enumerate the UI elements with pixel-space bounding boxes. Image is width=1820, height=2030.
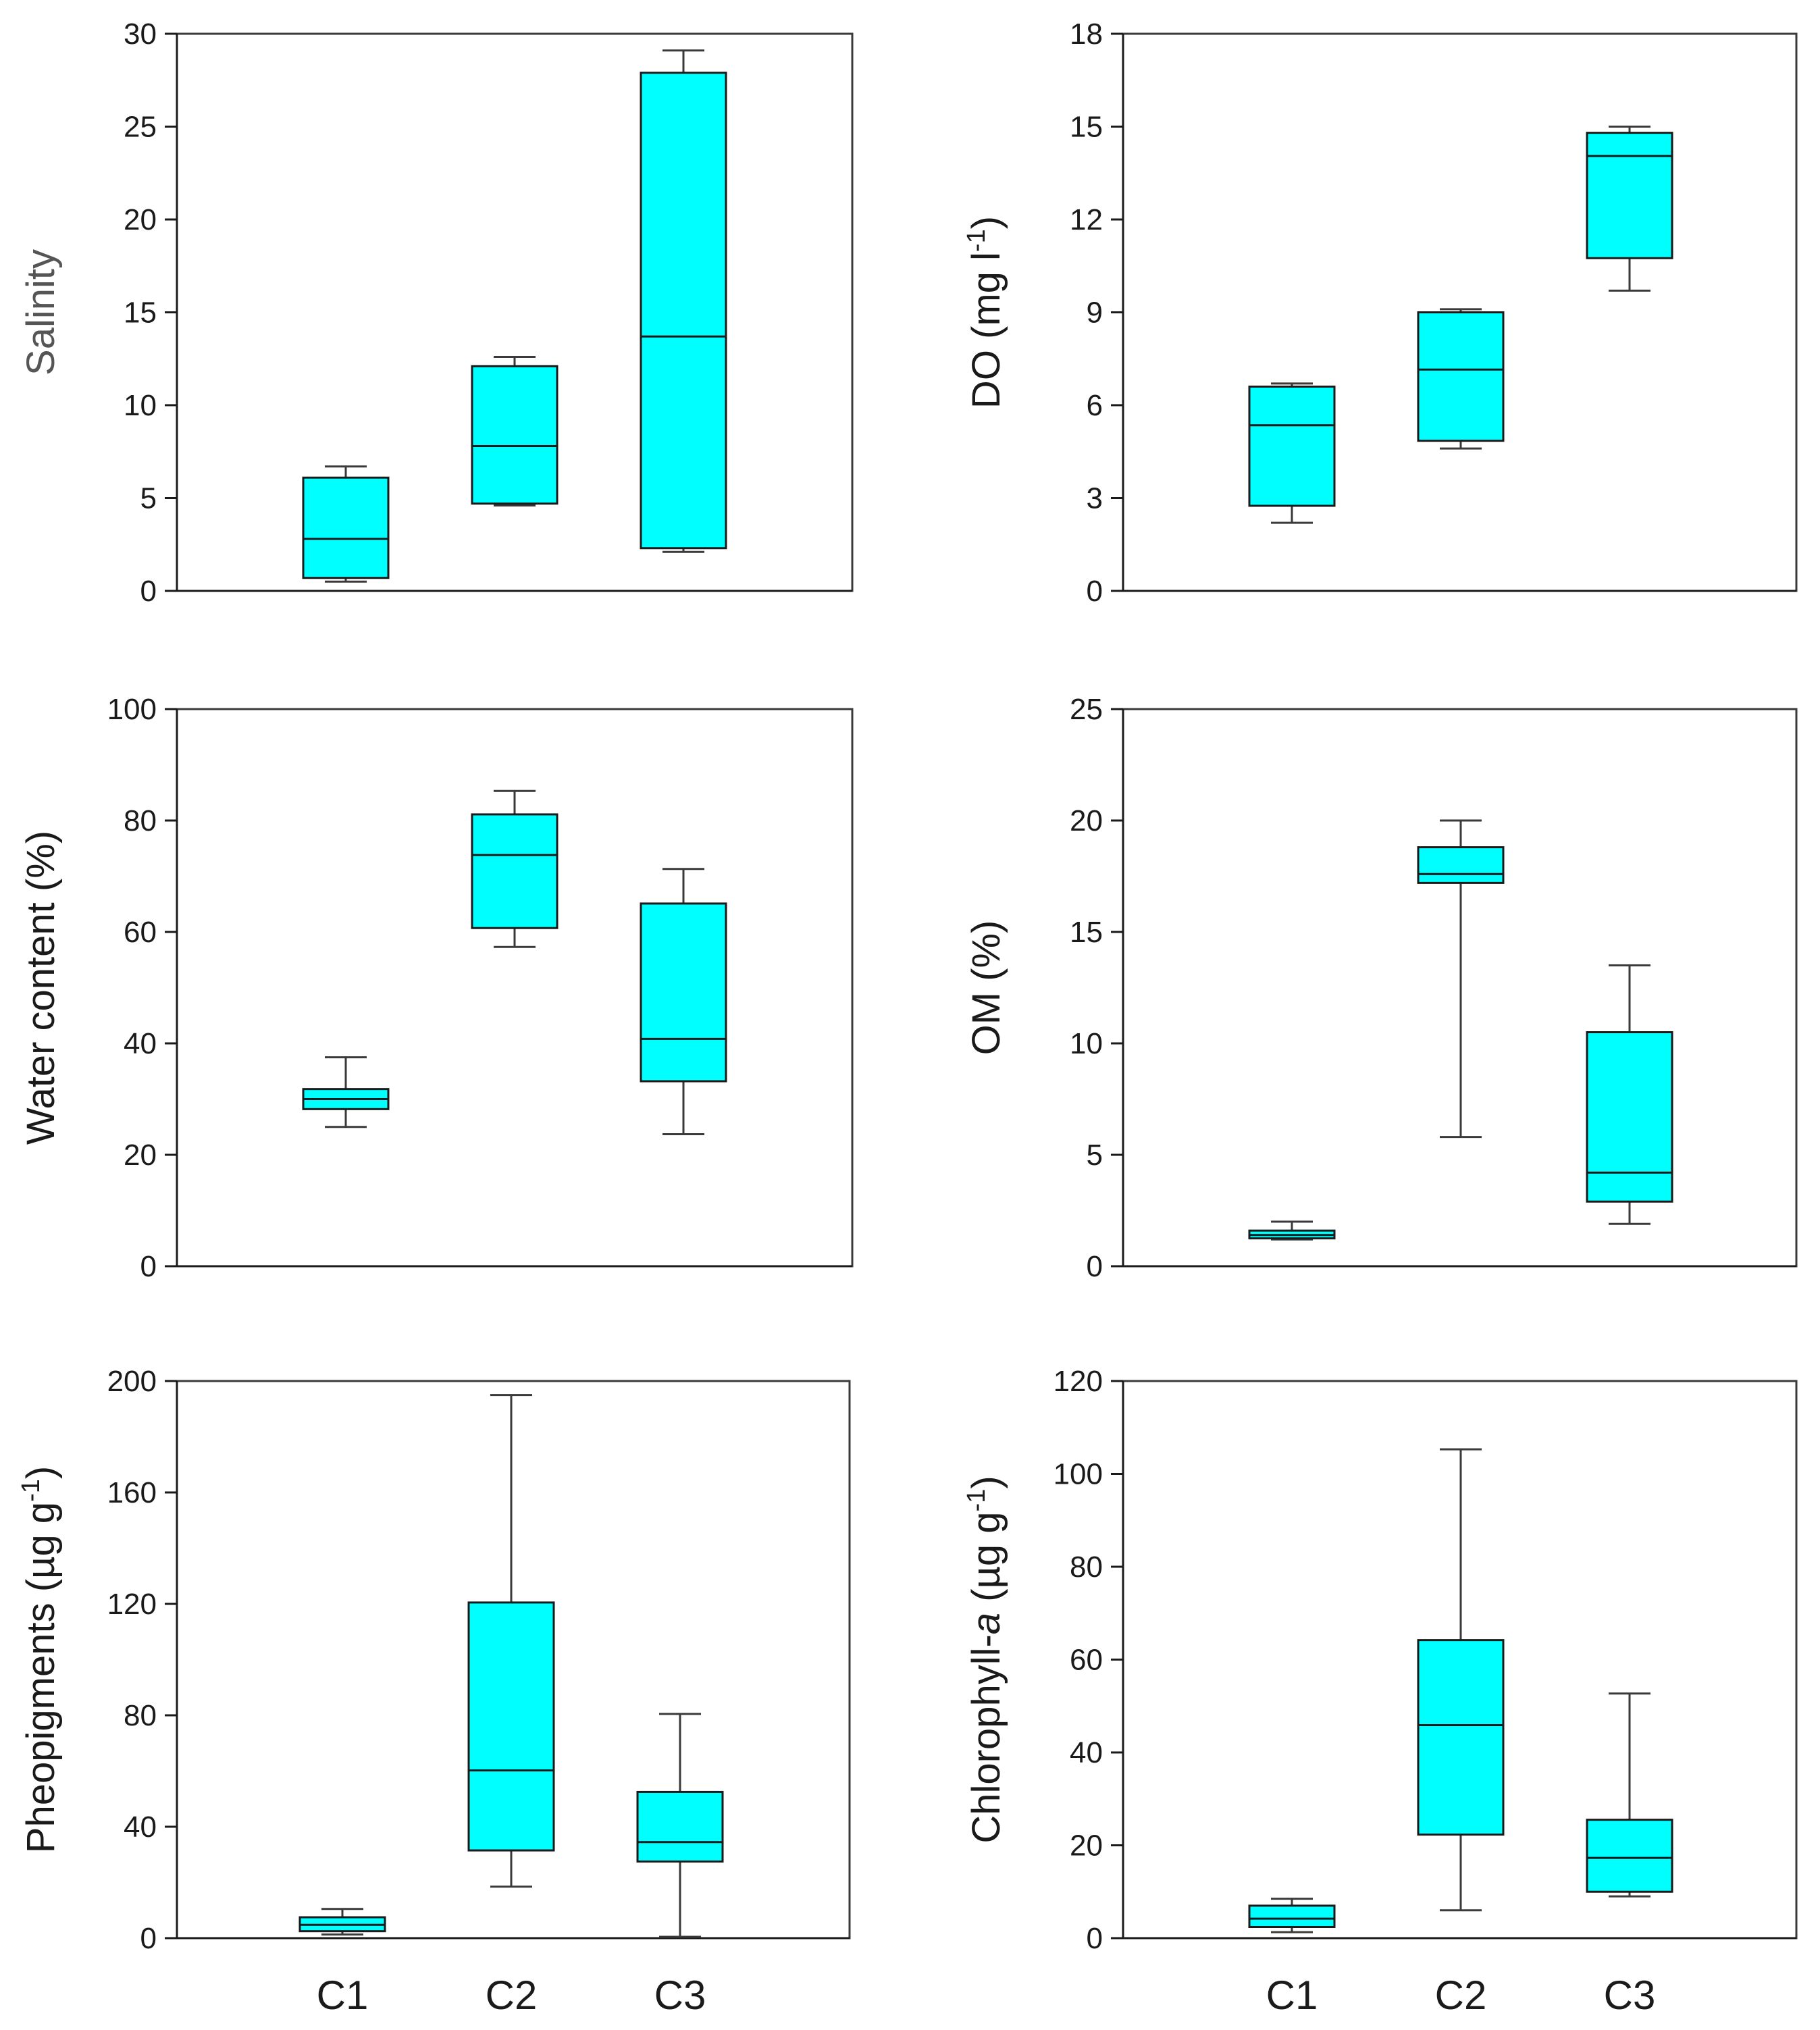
iqr-box [1417, 846, 1505, 884]
y-axis-label: OM (%) [964, 920, 1008, 1056]
y-tick-label: 15 [1070, 111, 1103, 144]
x-category-label-C3: C3 [1604, 1973, 1656, 2018]
y-tick-label: 60 [1070, 1644, 1103, 1677]
panel-middle-right: 0 5 10 15 20 25 OM (%) [964, 693, 1798, 1283]
y-tick-label: 5 [1087, 1139, 1103, 1172]
box-C3 [640, 49, 727, 553]
iqr-box [1417, 311, 1505, 442]
iqr-box [1586, 1819, 1673, 1893]
y-tick-label: 40 [124, 1811, 157, 1844]
panel-top-left: 0 5 10 15 20 25 30 Salinity [19, 18, 854, 608]
y-tick-label: 10 [124, 389, 157, 422]
y-tick-label: 0 [140, 1250, 157, 1283]
y-axis-label: DO (mg l-1) [962, 216, 1008, 409]
y-tick-label: 0 [1087, 1250, 1103, 1283]
y-tick-label: 20 [1070, 804, 1103, 837]
iqr-box [1586, 132, 1673, 259]
panel-middle-left: 0 20 40 60 80 100 Water content (%) [19, 693, 854, 1283]
y-tick-label: 0 [140, 1922, 157, 1955]
x-category-label-C1: C1 [317, 1973, 369, 2018]
y-tick-label: 12 [1070, 203, 1103, 236]
box-C3 [1586, 126, 1673, 292]
y-tick-label: 0 [1087, 1922, 1103, 1955]
y-tick-label: 20 [124, 203, 157, 236]
y-axis-label: Salinity [19, 249, 63, 375]
y-tick-label: 15 [1070, 916, 1103, 949]
box-C1 [302, 1056, 390, 1128]
y-tick-label: 25 [124, 111, 157, 144]
y-tick-label: 18 [1070, 18, 1103, 51]
box-C1 [1248, 382, 1336, 524]
box-C2 [471, 356, 558, 506]
box-C2 [1417, 819, 1505, 1139]
box-C1 [302, 465, 390, 583]
y-tick-label: 200 [107, 1365, 157, 1398]
y-tick-label: 3 [1087, 482, 1103, 515]
y-tick-label: 30 [124, 18, 157, 51]
y-tick-label: 10 [1070, 1027, 1103, 1060]
x-category-label-C2: C2 [1435, 1973, 1487, 2018]
plot-frame [176, 32, 854, 592]
box-C3 [1586, 1692, 1673, 1898]
iqr-box [640, 72, 727, 550]
box-C1 [1248, 1220, 1336, 1241]
y-axis-label: Pheopigments (µg g-1) [17, 1466, 63, 1853]
y-tick-label: 6 [1087, 389, 1103, 422]
plot-frame [176, 708, 854, 1268]
iqr-box [1248, 386, 1336, 507]
y-tick-label: 160 [107, 1476, 157, 1509]
iqr-box [471, 365, 558, 505]
y-axis-label: Water content (%) [19, 831, 63, 1145]
box-C3 [636, 1713, 724, 1938]
y-tick-label: 20 [124, 1139, 157, 1172]
y-tick-label: 9 [1087, 296, 1103, 330]
y-tick-label: 100 [107, 693, 157, 726]
iqr-box [1586, 1031, 1673, 1203]
box-C2 [1417, 308, 1505, 450]
y-tick-label: 5 [140, 482, 157, 515]
y-axis-label: Chlorophyll-a (µg g-1) [962, 1476, 1008, 1843]
box-C3 [640, 868, 727, 1135]
box-C1 [298, 1908, 386, 1936]
y-tick-label: 80 [124, 1699, 157, 1732]
iqr-box [636, 1790, 724, 1863]
y-tick-label: 100 [1054, 1458, 1103, 1491]
y-tick-label: 0 [140, 575, 157, 608]
iqr-box [467, 1601, 555, 1852]
x-category-label-C2: C2 [486, 1973, 538, 2018]
iqr-box [1417, 1639, 1505, 1836]
box-C2 [471, 789, 558, 948]
iqr-box [1248, 1904, 1336, 1928]
y-tick-label: 120 [107, 1588, 157, 1621]
y-tick-label: 120 [1054, 1365, 1103, 1398]
x-category-label-C3: C3 [654, 1973, 706, 2018]
y-tick-label: 40 [1070, 1736, 1103, 1769]
box-C1 [1248, 1898, 1336, 1933]
y-tick-label: 60 [124, 916, 157, 949]
panel-top-right: 0 3 6 9 12 15 18 DO (mg l-1) [962, 18, 1798, 608]
panel-bottom-right: 0 20 40 60 80 100 120 Chlorophyll-a (µg g-1) [962, 1365, 1798, 1955]
box-C2 [1417, 1448, 1505, 1912]
panel-bottom-left: 0 40 80 120 160 200 Pheopigments (µg g-1) [17, 1365, 851, 1955]
y-tick-label: 80 [124, 804, 157, 837]
iqr-box [471, 813, 558, 929]
box-C3 [1586, 964, 1673, 1225]
iqr-box [302, 476, 390, 579]
y-tick-label: 0 [1087, 575, 1103, 608]
y-tick-label: 40 [124, 1027, 157, 1060]
y-tick-label: 15 [124, 296, 157, 330]
x-category-label-C1: C1 [1266, 1973, 1318, 2018]
y-tick-label: 20 [1070, 1829, 1103, 1863]
iqr-box [640, 902, 727, 1083]
y-tick-label: 80 [1070, 1551, 1103, 1584]
box-C2 [467, 1394, 555, 1888]
y-tick-label: 25 [1070, 693, 1103, 726]
